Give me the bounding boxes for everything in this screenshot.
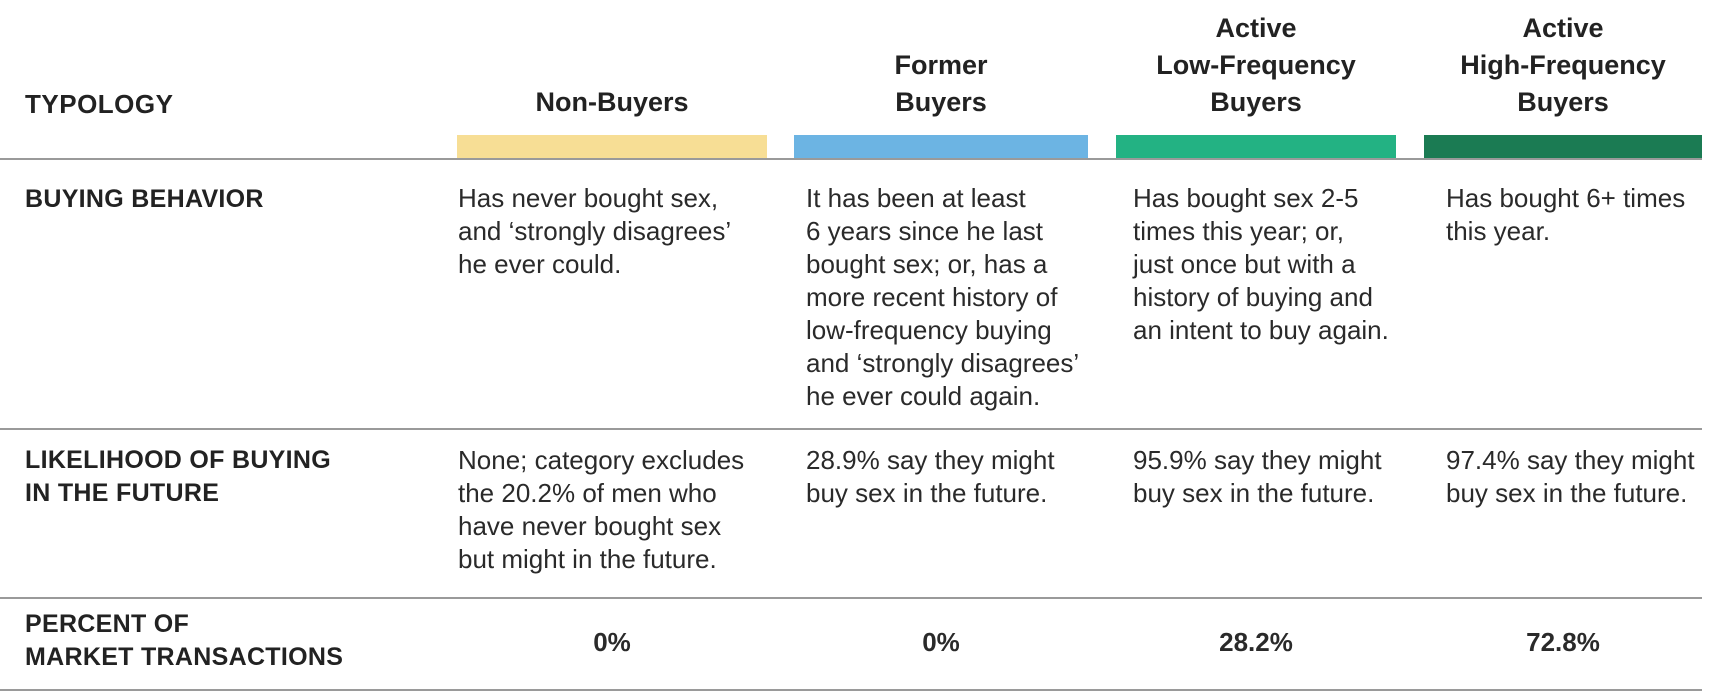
percent-active-low-frequency: 28.2% [1219, 627, 1293, 657]
row-label-likelihood: LIKELIHOOD OF BUYING IN THE FUTURE [25, 446, 331, 507]
cell-likelihood-active-high-frequency: 97.4% say they might buy sex in the futu… [1446, 445, 1695, 508]
cell-likelihood-non-buyers: None; category excludes the 20.2% of men… [458, 445, 745, 574]
color-bar-active-low-frequency-buyers [1116, 135, 1396, 159]
header-divider [0, 158, 1702, 160]
column-header-active-high-frequency-buyers: Active High-Frequency Buyers [1460, 13, 1666, 117]
row-divider-1 [0, 428, 1702, 430]
color-bar-active-high-frequency-buyers [1424, 135, 1702, 159]
row-label-percent-of-market-transactions: PERCENT OF MARKET TRANSACTIONS [25, 610, 344, 671]
cell-buying-behavior-non-buyers: Has never bought sex, and ‘strongly disa… [458, 183, 732, 279]
percent-active-high-frequency: 72.8% [1526, 627, 1600, 657]
percent-non-buyers: 0% [593, 627, 631, 657]
row-divider-2 [0, 597, 1702, 599]
cell-likelihood-former-buyers: 28.9% say they might buy sex in the futu… [806, 445, 1055, 508]
column-header-former-buyers: Former Buyers [894, 50, 988, 117]
cell-likelihood-active-low-frequency: 95.9% say they might buy sex in the futu… [1133, 445, 1382, 508]
row-label-buying-behavior: BUYING BEHAVIOR [25, 185, 264, 213]
column-header-active-low-frequency-buyers: Active Low-Frequency Buyers [1156, 13, 1356, 117]
bottom-divider [0, 689, 1702, 691]
percent-former-buyers: 0% [922, 627, 960, 657]
cell-buying-behavior-active-high-frequency: Has bought 6+ times this year. [1446, 183, 1686, 246]
color-bar-non-buyers [457, 135, 767, 159]
column-header-non-buyers: Non-Buyers [535, 87, 689, 117]
color-bar-former-buyers [794, 135, 1088, 159]
cell-buying-behavior-active-low-frequency: Has bought sex 2-5 times this year; or, … [1133, 183, 1389, 345]
typology-label: TYPOLOGY [25, 89, 174, 119]
cell-buying-behavior-former-buyers: It has been at least 6 years since he la… [806, 183, 1080, 411]
